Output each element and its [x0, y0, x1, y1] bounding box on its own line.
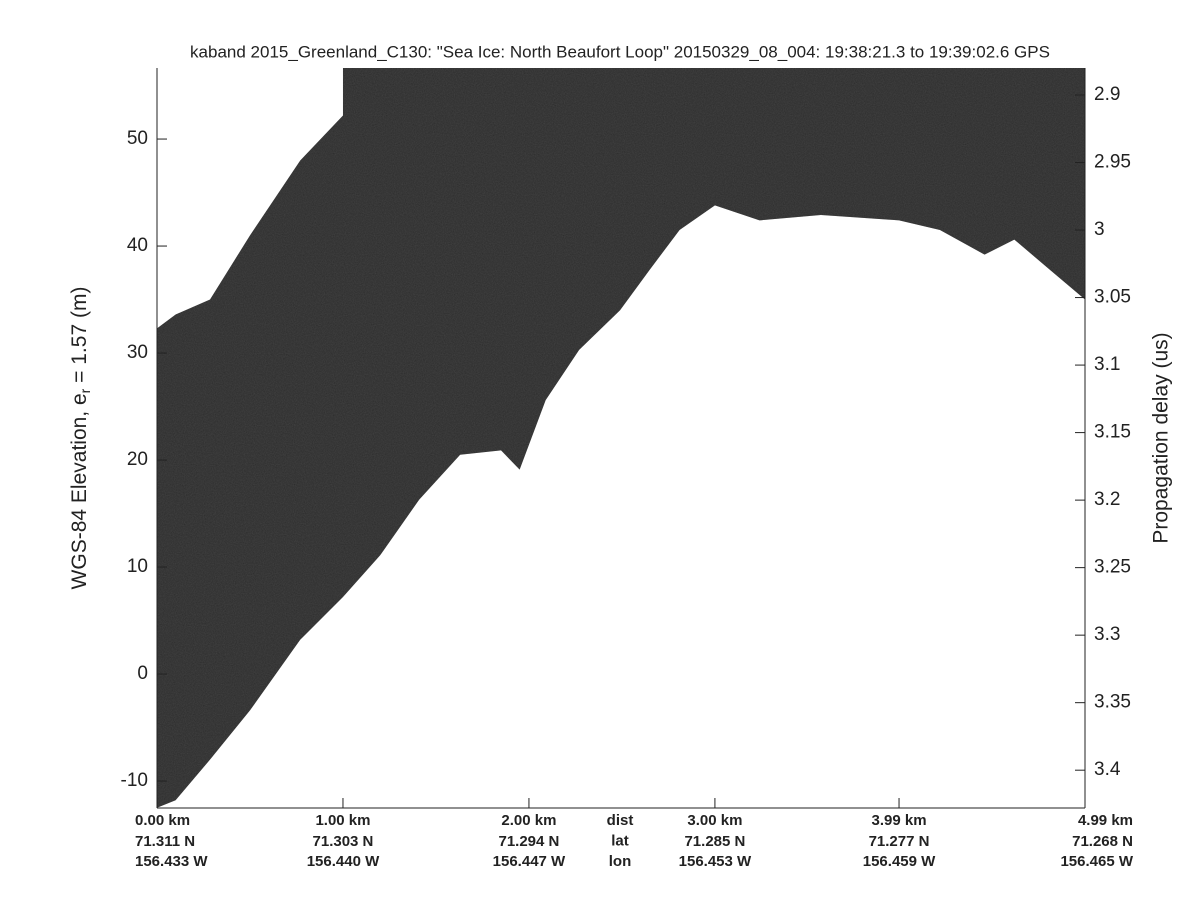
- y-tick-label: 40: [127, 235, 148, 256]
- y2-tick-label: 2.9: [1094, 84, 1120, 105]
- row-name: lon: [609, 853, 632, 870]
- lon-label: 156.459 W: [863, 853, 936, 870]
- y-tick-label: 20: [127, 449, 148, 470]
- lat-label: 71.303 N: [313, 833, 374, 850]
- x-tick-label: 2.00 km: [501, 812, 556, 829]
- x-tick-label: 3.00 km: [687, 812, 742, 829]
- row-name: dist: [607, 812, 634, 829]
- y-label-sub: r: [77, 388, 93, 393]
- lon-label: 156.440 W: [307, 853, 380, 870]
- y2-tick-label: 3: [1094, 219, 1105, 240]
- y2-tick-label: 2.95: [1094, 152, 1131, 173]
- y2-tick-label: 3.2: [1094, 489, 1120, 510]
- lon-label: 156.433 W: [135, 853, 208, 870]
- echo-top-area: [157, 68, 343, 329]
- y2-tick-label: 3.35: [1094, 692, 1131, 713]
- x-tick-label: 1.00 km: [315, 812, 370, 829]
- y-tick-label: 0: [137, 663, 148, 684]
- x-tick-label: 4.99 km: [1078, 812, 1133, 829]
- y-tick-label: -10: [121, 770, 148, 791]
- lon-label: 156.453 W: [679, 853, 752, 870]
- chart-title: kaband 2015_Greenland_C130: "Sea Ice: No…: [190, 42, 1050, 61]
- row-name: lat: [611, 832, 629, 849]
- y-label-end: = 1.57 (m): [68, 287, 91, 389]
- plot-area: [157, 68, 1085, 808]
- y2-axis-label: Propagation delay (us): [1150, 332, 1173, 543]
- lon-label: 156.447 W: [493, 853, 566, 870]
- y-label-main: WGS-84 Elevation, e: [68, 393, 91, 589]
- y2-tick-label: 3.15: [1094, 422, 1131, 443]
- echo-area: [157, 68, 1085, 808]
- y-axis-label: WGS-84 Elevation, er = 1.57 (m): [68, 287, 93, 590]
- y2-tick-label: 3.25: [1094, 557, 1131, 578]
- lat-label: 71.294 N: [498, 833, 559, 850]
- y2-tick-label: 3.3: [1094, 624, 1120, 645]
- y-tick-label: 10: [127, 556, 148, 577]
- lat-label: 71.277 N: [869, 833, 930, 850]
- lon-label: 156.465 W: [1060, 853, 1133, 870]
- lat-label: 71.268 N: [1072, 833, 1133, 850]
- y2-tick-label: 3.1: [1094, 354, 1120, 375]
- lat-label: 71.285 N: [684, 833, 745, 850]
- x-tick-label: 3.99 km: [872, 812, 927, 829]
- y2-tick-label: 3.4: [1094, 759, 1121, 780]
- y-tick-label: 30: [127, 342, 148, 363]
- lat-label: 71.311 N: [135, 833, 195, 850]
- x-tick-label: 0.00 km: [135, 812, 190, 829]
- y-tick-label: 50: [127, 128, 148, 149]
- y2-tick-label: 3.05: [1094, 287, 1131, 308]
